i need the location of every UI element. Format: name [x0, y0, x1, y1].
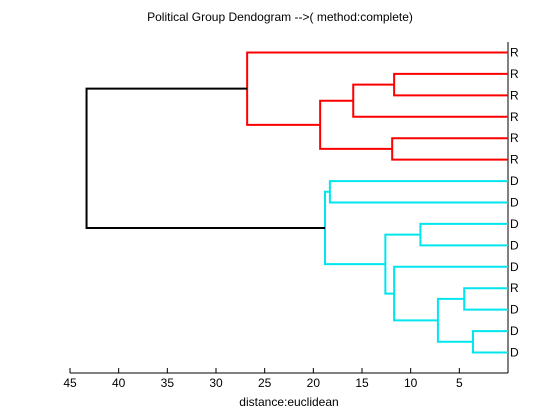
x-tick-label-30: 30	[209, 376, 223, 390]
dendrogram-link-9	[436, 297, 473, 343]
dendrogram-link-8	[471, 330, 508, 354]
dendrogram-link-2	[352, 83, 508, 118]
dendrogram-link-13	[85, 87, 326, 229]
dendrogram-link-6	[419, 222, 508, 247]
dendrogram-link-0	[246, 51, 508, 126]
x-tick-label-10: 10	[404, 376, 418, 390]
x-tick-label-5: 5	[456, 376, 463, 390]
x-axis-label: distance:euclidean	[239, 395, 339, 409]
x-tick-label-15: 15	[355, 376, 369, 390]
x-tick-label-40: 40	[112, 376, 126, 390]
x-tick-label-25: 25	[258, 376, 272, 390]
leaf-label-14: D	[510, 346, 519, 360]
leaf-label-6: D	[510, 174, 519, 188]
dendrogram-link-7	[463, 287, 508, 311]
x-tick-label-35: 35	[161, 376, 175, 390]
dendrogram-link-3	[391, 137, 508, 161]
dendrogram-link-1	[393, 72, 508, 97]
dendrogram-link-4	[319, 99, 393, 150]
leaf-label-1: R	[510, 67, 519, 81]
dendrogram-link-11	[384, 233, 421, 295]
dendrogram-link-10	[393, 265, 508, 322]
dendrogram-link-5	[328, 180, 508, 204]
leaf-label-12: D	[510, 303, 519, 317]
leaf-label-5: R	[510, 153, 519, 167]
leaf-label-3: R	[510, 110, 519, 124]
leaf-label-9: D	[510, 238, 519, 252]
leaf-label-0: R	[510, 46, 519, 60]
leaf-label-7: D	[510, 196, 519, 210]
chart-title: Political Group Dendogram -->( method:co…	[147, 10, 413, 24]
leaf-label-4: R	[510, 131, 519, 145]
leaf-label-13: D	[510, 324, 519, 338]
leaf-label-2: R	[510, 88, 519, 102]
leaf-label-10: D	[510, 260, 519, 274]
leaf-label-11: R	[510, 281, 519, 295]
leaf-label-8: D	[510, 217, 519, 231]
x-tick-label-20: 20	[307, 376, 321, 390]
x-tick-label-45: 45	[63, 376, 77, 390]
